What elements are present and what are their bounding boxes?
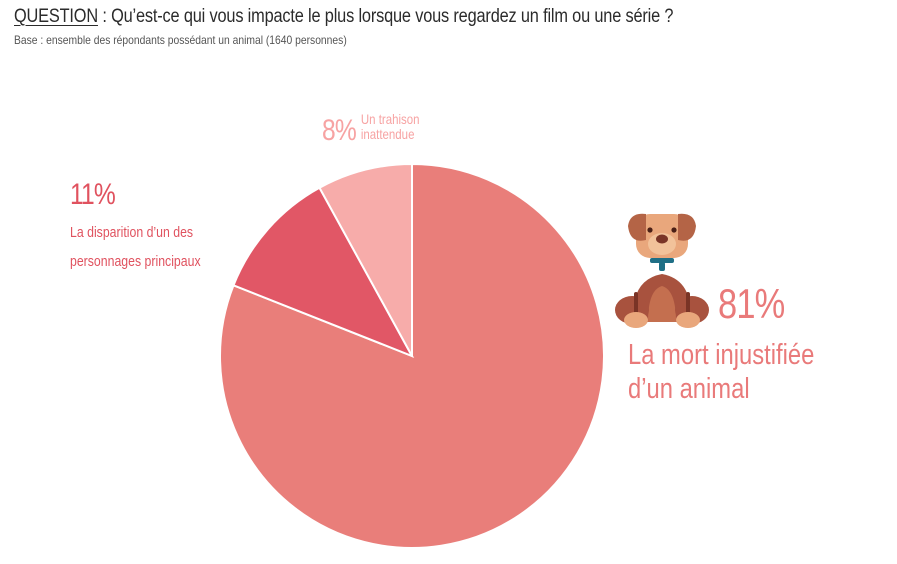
slice-percent-trahison: 8% [322,114,357,147]
slice-label-disparition: 11% La disparition d’un des personnages … [70,178,229,270]
question-separator: : [97,6,112,27]
slice-text-disparition-line2: personnages principaux [70,253,201,270]
slice-text-disparition-line1: La disparition d’un des [70,224,194,241]
pie-slice-trahison [318,162,413,357]
question-title: QUESTION : Qu’est-ce qui vous impacte le… [14,6,674,28]
question-word: QUESTION [14,6,98,27]
slice-text-animal-line2: d’un animal [628,373,750,405]
question-text: Qu’est-ce qui vous impacte le plus lorsq… [111,6,674,27]
slice-label-animal: 81% La mort injustifiée d’un animal [628,280,888,420]
slice-label-trahison: 8% Un trahison inattendue [322,112,441,148]
dog-icon [615,213,709,328]
slice-text-animal-line1: La mort injustifiée [628,339,815,371]
slice-text-trahison-line1: Un trahison [360,111,420,127]
slice-percent-disparition: 11% [70,178,116,211]
pie-slice-disparition [232,186,415,358]
base-note: Base : ensemble des répondants possédant… [14,33,347,47]
chart-header: QUESTION : Qu’est-ce qui vous impacte le… [14,6,781,47]
slice-text-trahison-line2: inattendue [360,126,415,142]
slice-percent-animal: 81% [718,280,785,327]
